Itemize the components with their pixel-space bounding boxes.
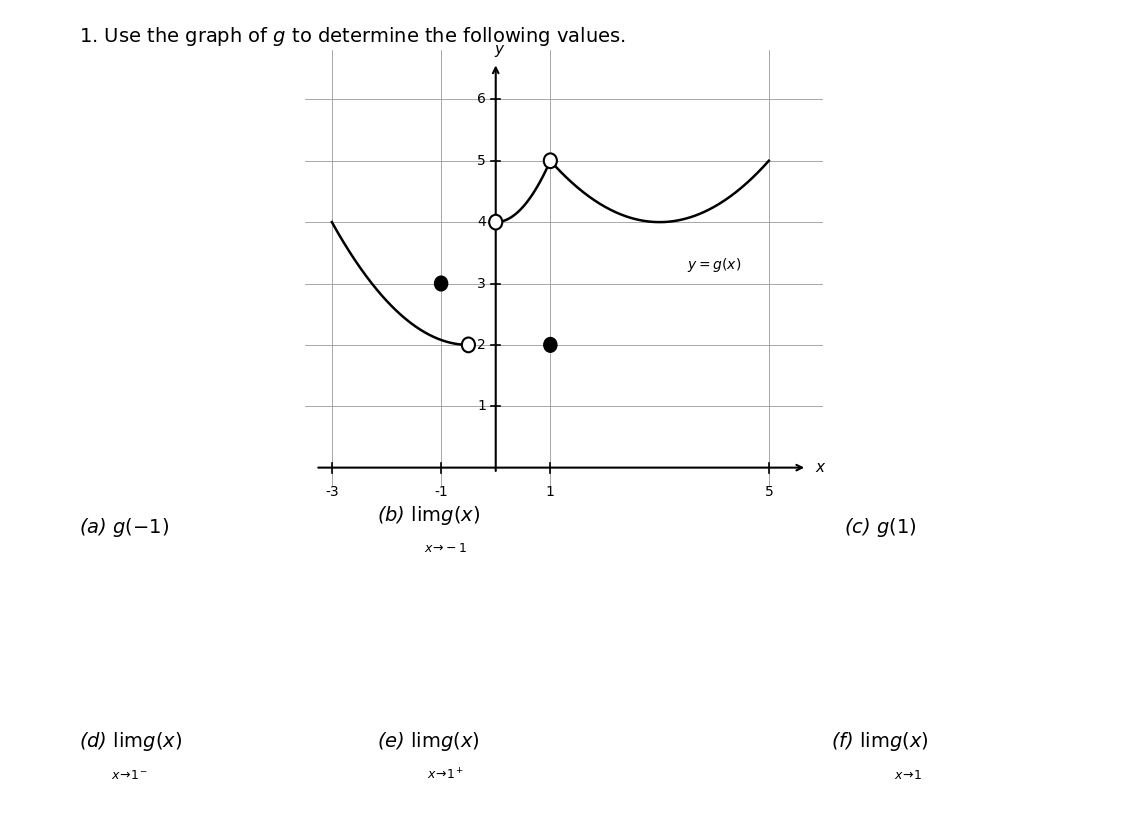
Circle shape bbox=[544, 153, 557, 168]
Text: 1: 1 bbox=[477, 399, 486, 413]
Text: (f) $\lim g(x)$: (f) $\lim g(x)$ bbox=[831, 730, 928, 753]
Text: 6: 6 bbox=[477, 92, 486, 106]
Circle shape bbox=[434, 277, 448, 291]
Text: -1: -1 bbox=[434, 485, 448, 499]
Text: $y = g(x)$: $y = g(x)$ bbox=[687, 256, 741, 274]
Text: (d) $\lim g(x)$: (d) $\lim g(x)$ bbox=[79, 730, 182, 753]
Text: $x\!\to\!1^+$: $x\!\to\!1^+$ bbox=[428, 768, 464, 783]
Text: -3: -3 bbox=[325, 485, 338, 499]
Text: 3: 3 bbox=[477, 277, 486, 291]
Text: 1: 1 bbox=[546, 485, 555, 499]
Text: 2: 2 bbox=[477, 338, 486, 352]
Text: (b) $\lim g(x)$: (b) $\lim g(x)$ bbox=[377, 504, 481, 527]
Text: 5: 5 bbox=[477, 153, 486, 168]
Text: 4: 4 bbox=[477, 215, 486, 229]
Text: (a) $g(-1)$: (a) $g(-1)$ bbox=[79, 516, 169, 540]
Text: $x\!\to\!1$: $x\!\to\!1$ bbox=[895, 768, 922, 782]
Text: 1. Use the graph of $g$ to determine the following values.: 1. Use the graph of $g$ to determine the… bbox=[79, 25, 626, 48]
Text: 5: 5 bbox=[765, 485, 773, 499]
Text: (e) $\lim g(x)$: (e) $\lim g(x)$ bbox=[377, 730, 481, 753]
Text: $y$: $y$ bbox=[494, 44, 505, 59]
Circle shape bbox=[544, 338, 557, 352]
Text: (c) $g(1)$: (c) $g(1)$ bbox=[844, 516, 916, 540]
Text: $x$: $x$ bbox=[816, 460, 827, 475]
Text: $x\!\to\!-1$: $x\!\to\!-1$ bbox=[424, 542, 467, 556]
Circle shape bbox=[461, 338, 475, 352]
Text: $x\!\to\!1^-$: $x\!\to\!1^-$ bbox=[112, 768, 148, 782]
Circle shape bbox=[490, 215, 502, 230]
